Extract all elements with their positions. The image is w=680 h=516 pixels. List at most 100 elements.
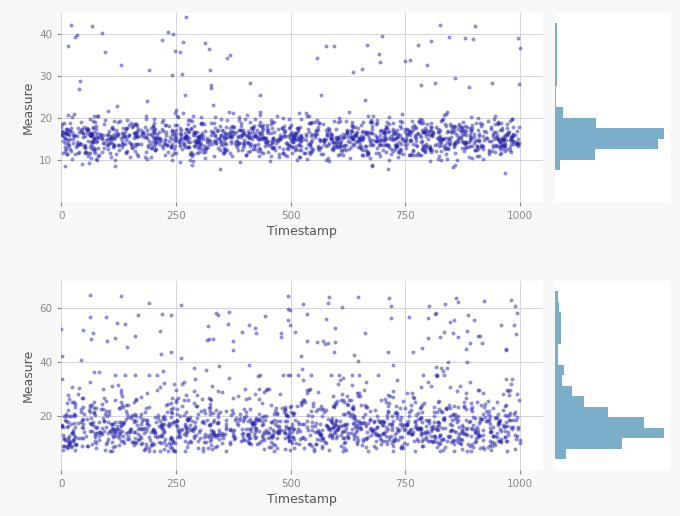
Point [129,398,140,407]
Point [118,439,129,447]
Point [169,149,180,157]
Point [277,405,288,413]
Point [243,425,254,433]
Point [181,134,192,142]
Point [258,121,269,130]
Point [340,424,351,432]
Point [262,137,273,146]
Point [238,129,249,137]
Point [386,145,397,153]
Point [111,132,122,140]
Point [136,126,147,134]
Point [426,130,437,138]
Point [137,417,148,425]
Point [66,21,77,29]
Point [118,130,129,138]
Point [89,128,100,137]
Point [343,408,354,416]
Point [182,126,193,135]
Point [339,427,350,435]
Point [109,428,120,437]
Point [390,143,401,152]
Point [449,427,460,435]
Point [135,132,146,140]
Point [165,408,176,416]
Point [502,144,513,153]
Point [171,398,182,406]
Point [114,417,124,426]
Point [425,123,436,132]
Point [332,426,343,434]
Bar [555,76,557,86]
Point [90,122,101,131]
Point [224,132,235,140]
Point [417,344,428,352]
Point [294,152,305,160]
Point [397,134,408,142]
Point [269,421,280,429]
Point [232,419,243,427]
Point [131,439,141,447]
Point [371,120,381,128]
Point [423,429,434,437]
Point [352,438,362,446]
Point [289,132,300,140]
Point [284,141,295,150]
Point [381,118,392,126]
Point [250,432,261,441]
Point [133,152,143,160]
Point [255,118,266,126]
Point [283,132,294,140]
Point [473,433,484,441]
Point [73,128,84,136]
Point [298,135,309,143]
Point [176,402,187,410]
X-axis label: Timestamp: Timestamp [267,225,337,238]
Point [141,389,152,397]
Point [78,130,88,138]
Point [222,146,233,154]
Point [328,142,339,151]
Point [377,32,388,40]
Point [89,408,100,416]
Point [354,419,365,427]
Point [396,135,407,143]
Point [243,148,254,156]
Point [284,134,295,142]
Point [513,34,524,42]
Point [501,437,512,445]
Point [254,152,265,160]
Point [89,149,100,157]
Point [350,131,360,139]
Point [360,142,371,150]
Point [82,125,93,134]
Point [396,442,407,450]
Point [250,417,260,425]
Point [283,433,294,441]
Point [236,126,247,135]
Point [63,142,73,150]
Point [175,130,186,138]
Point [213,143,224,152]
Point [244,147,255,155]
Point [126,414,137,422]
Point [354,423,365,431]
Point [394,416,405,424]
Point [123,401,134,409]
Point [289,129,300,137]
Point [258,428,269,436]
Point [511,309,522,317]
Point [308,399,319,408]
Point [505,423,516,431]
Point [469,316,480,325]
Point [135,140,146,148]
Point [415,138,426,146]
Point [316,431,327,440]
Point [318,433,329,442]
Point [473,125,483,134]
Point [277,149,288,157]
Point [94,130,105,138]
Point [254,135,265,143]
Point [219,430,230,438]
Point [301,109,311,117]
